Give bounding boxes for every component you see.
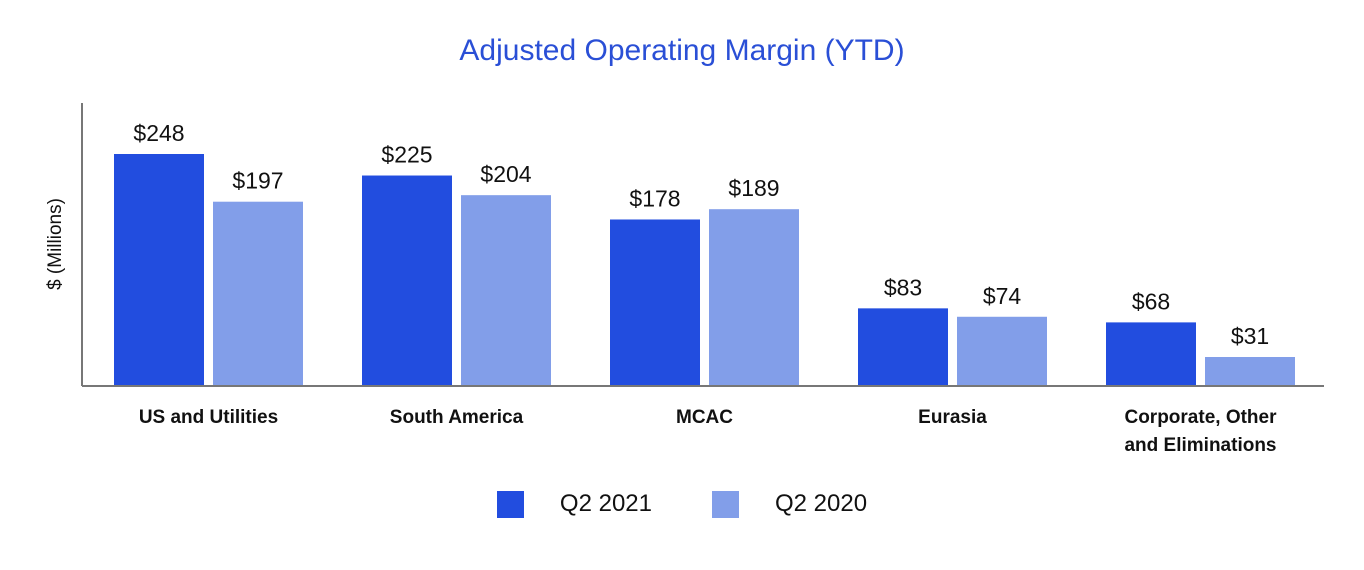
axes-group — [81, 103, 1324, 387]
category-labels-group: US and Utilities South America MCAC Eurasia… — [139, 407, 1277, 456]
data-label-series-2-1: $204 — [480, 161, 531, 187]
data-label-series-2-4: $31 — [1231, 323, 1269, 349]
data-label-series-2-3: $74 — [983, 283, 1022, 309]
category-label-2: MCAC — [676, 407, 733, 428]
legend-item-series-1: Q2 2021 — [496, 490, 652, 518]
bar-series-1-4 — [1106, 322, 1196, 386]
data-label-series-1-2: $178 — [629, 185, 680, 211]
legend-swatch-series-2 — [712, 490, 739, 518]
bar-chart-plot: $248 $197 $225 $204 $178 $189 $83 $74 $68 $31 US … — [81, 103, 1324, 456]
bar-series-2-0 — [213, 201, 303, 386]
legend: Q2 2021 Q2 2020 — [0, 490, 1364, 518]
bar-series-1-1 — [362, 175, 452, 386]
category-label-4-line-1: and Eliminations — [1124, 435, 1276, 456]
bar-series-1-0 — [114, 154, 204, 386]
legend-label-series-2: Q2 2020 — [775, 490, 868, 517]
bar-series-2-2 — [709, 209, 799, 386]
data-label-series-2-0: $197 — [232, 168, 283, 194]
data-label-series-1-3: $83 — [884, 274, 922, 300]
category-label-4-line-0: Corporate, Other — [1124, 407, 1277, 428]
data-label-series-2-2: $189 — [728, 175, 779, 201]
legend-item-series-2: Q2 2020 — [712, 490, 867, 518]
data-label-series-1-1: $225 — [381, 142, 432, 168]
bar-series-2-3 — [957, 316, 1047, 386]
category-label-1: South America — [390, 407, 524, 428]
bar-series-2-1 — [461, 195, 551, 386]
data-label-series-1-0: $248 — [133, 120, 184, 146]
chart-title: Adjusted Operating Margin (YTD) — [459, 34, 905, 67]
legend-label-series-1: Q2 2021 — [559, 490, 652, 517]
legend-swatch-series-1 — [496, 490, 524, 518]
category-label-0: US and Utilities — [139, 407, 278, 428]
bars-group: $248 $197 $225 $204 $178 $189 $83 $74 $68 $31 — [114, 120, 1295, 386]
bar-series-2-4 — [1205, 357, 1295, 386]
bar-series-1-3 — [858, 308, 948, 386]
data-label-series-1-4: $68 — [1132, 288, 1170, 314]
category-label-3: Eurasia — [918, 407, 987, 428]
bar-series-1-2 — [610, 219, 700, 386]
